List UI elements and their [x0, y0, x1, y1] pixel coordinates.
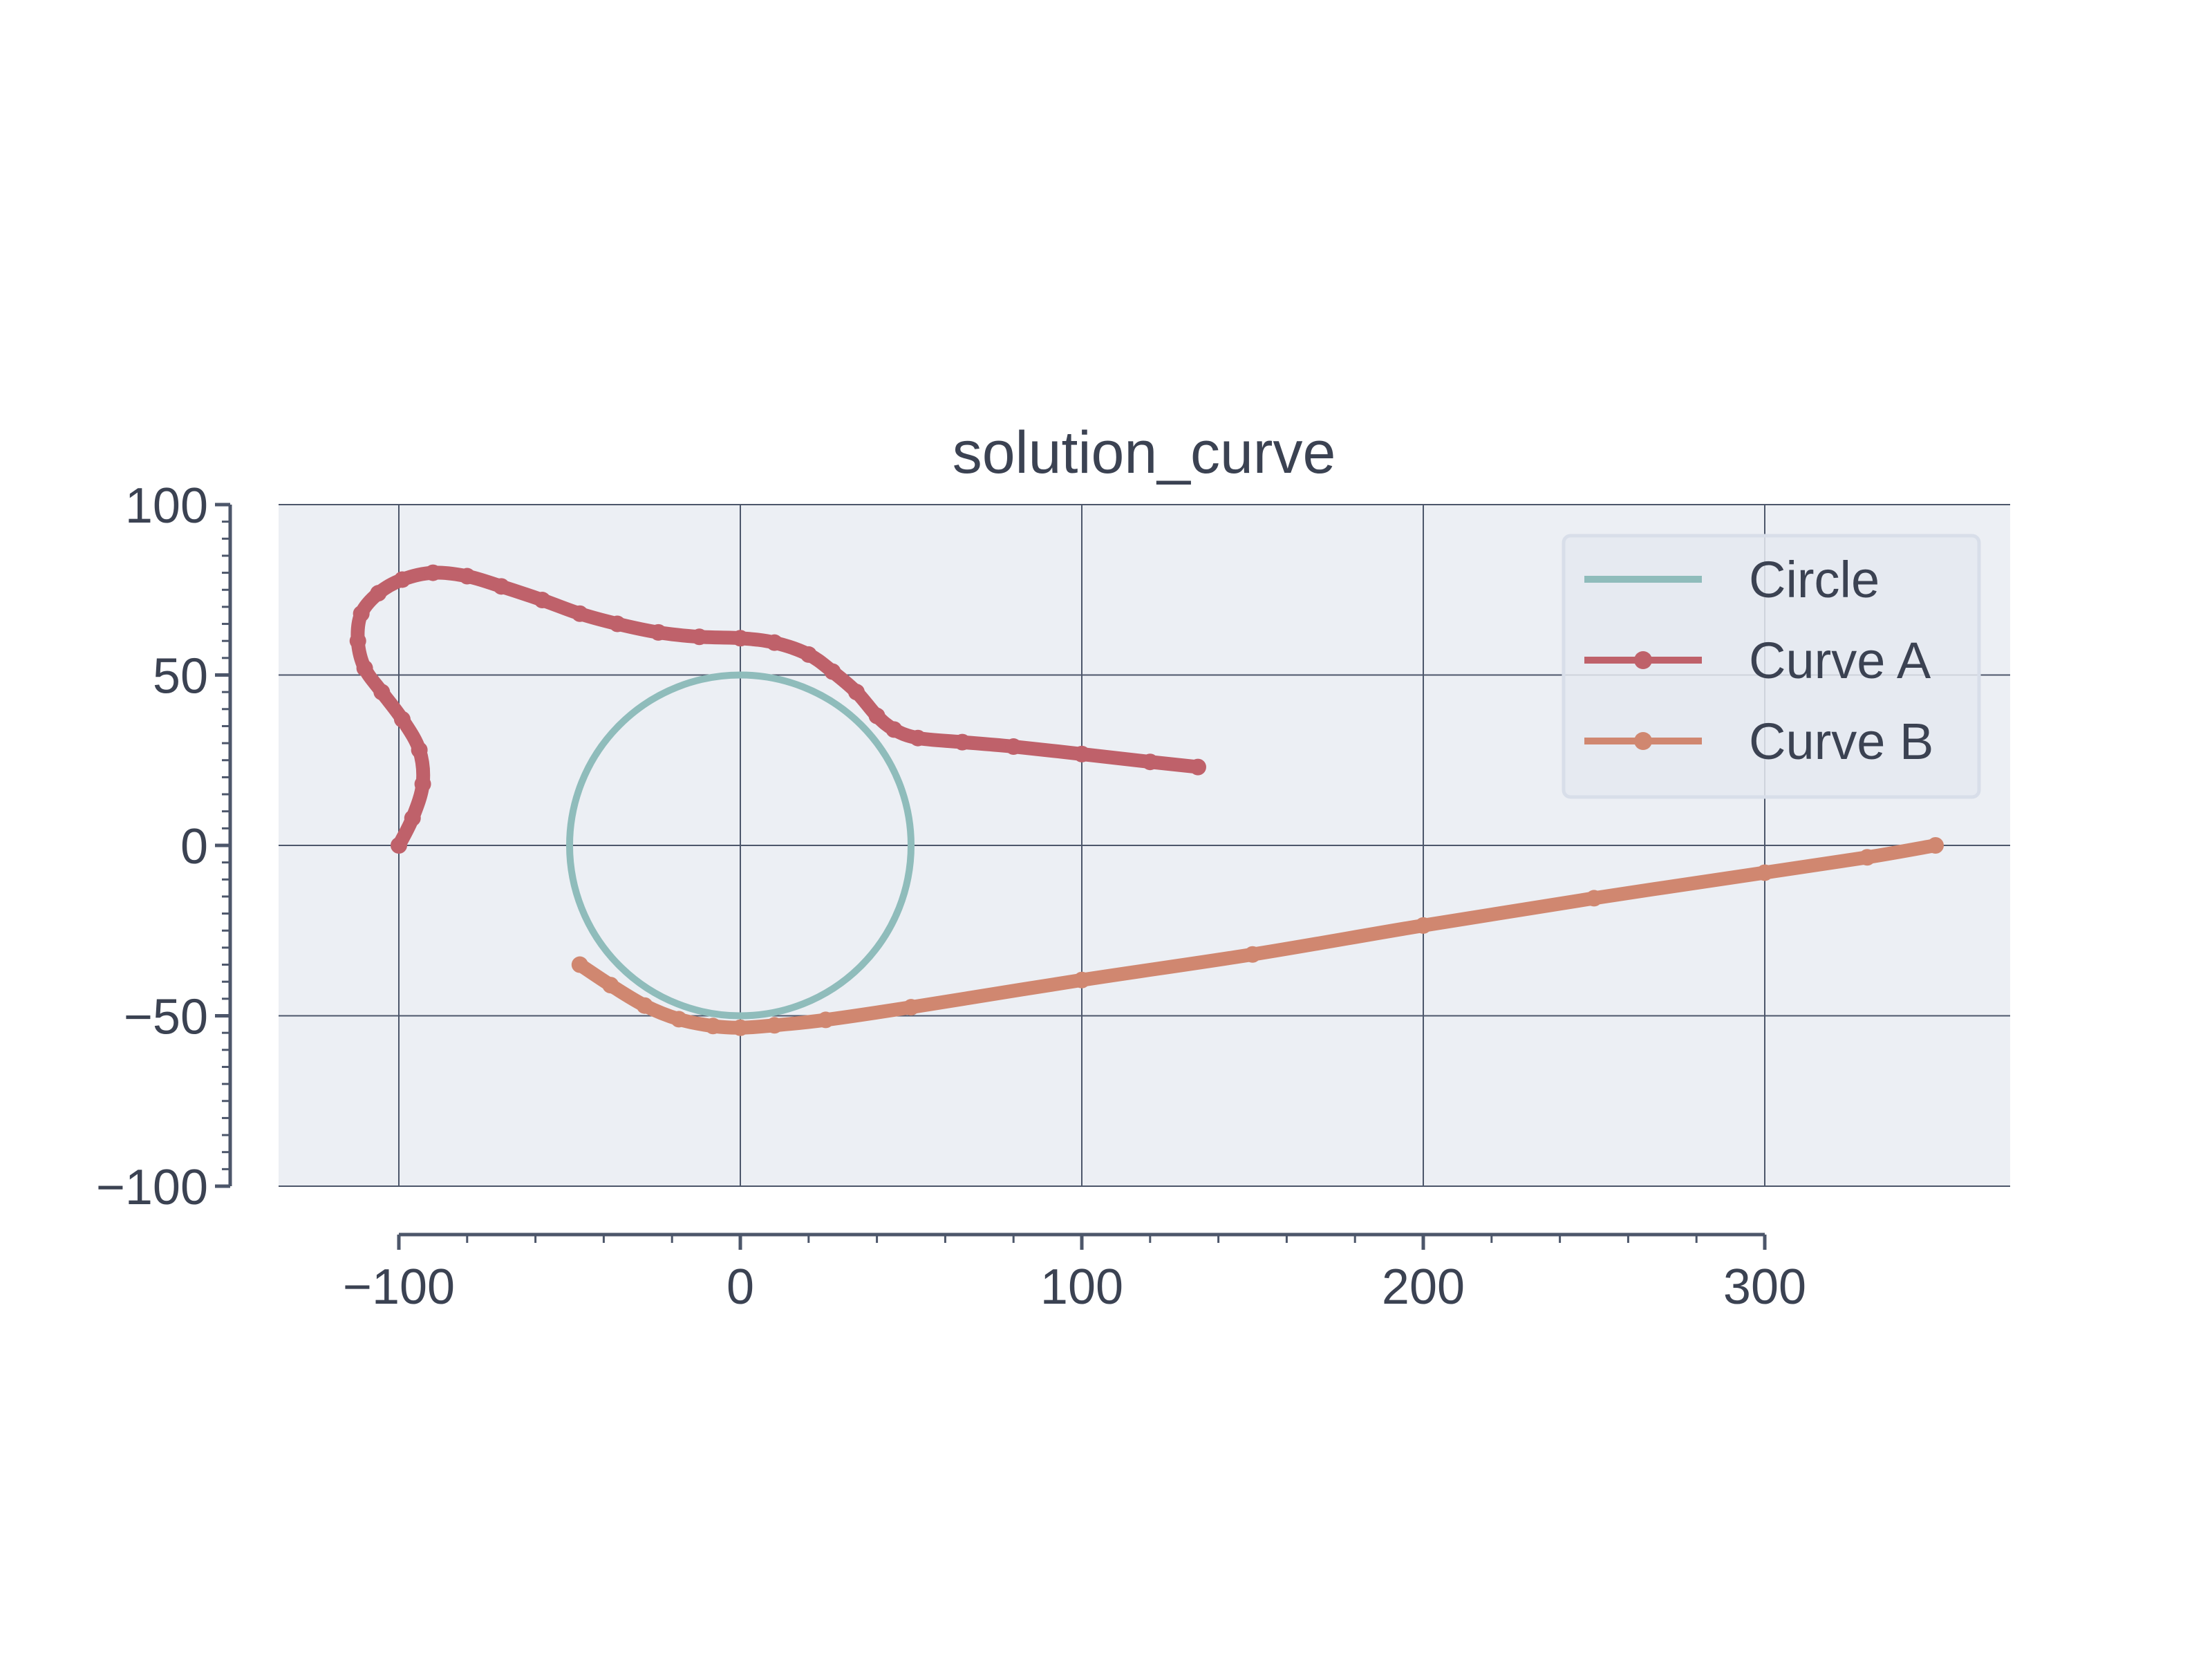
- y-tick-label: 0: [180, 819, 208, 874]
- legend-label-curve-b: Curve B: [1749, 713, 1933, 770]
- x-tick-label: 0: [727, 1259, 754, 1315]
- series-curve-b-point: [817, 1011, 834, 1029]
- y-axis: −100 −50 0 50 100: [96, 478, 232, 1215]
- series-curve-b-point: [1859, 849, 1876, 866]
- y-tick-label: 100: [125, 478, 208, 534]
- series-curve-a-point: [493, 578, 510, 595]
- series-curve-a-point: [411, 741, 428, 758]
- series-curve-b-point: [766, 1017, 783, 1034]
- series-curve-a-point: [391, 837, 407, 854]
- series-curve-a-point: [609, 615, 626, 632]
- y-tick-label: 50: [153, 649, 208, 704]
- series-curve-a-point: [353, 605, 370, 622]
- series-curve-b-point: [671, 1011, 688, 1028]
- series-layer: [349, 564, 1944, 1036]
- series-curve-a-point: [691, 628, 708, 646]
- series-curve-a-point: [650, 624, 667, 641]
- legend-label-curve-a: Curve A: [1749, 632, 1931, 689]
- series-curve-a-point: [356, 659, 373, 677]
- x-tick-label: 200: [1382, 1259, 1465, 1315]
- series-circle: [566, 671, 915, 1020]
- series-curve-a-point: [909, 729, 926, 747]
- series-curve-a-point: [349, 632, 366, 650]
- series-curve-a-point: [954, 733, 971, 751]
- series-curve-b-point: [903, 999, 919, 1016]
- series-curve-a-point: [458, 568, 476, 585]
- series-curve-b-point: [1586, 890, 1602, 907]
- series-curve-b-point: [1074, 971, 1090, 988]
- series-curve-b-point: [732, 1019, 749, 1036]
- series-curve-a-point: [868, 707, 885, 724]
- series-curve-a-point: [370, 585, 387, 602]
- series-curve-a-point: [424, 564, 442, 581]
- series-curve-b-point: [1415, 917, 1432, 934]
- series-curve-a-point: [571, 605, 588, 622]
- legend: Circle Curve A Curve B: [1562, 534, 1981, 799]
- y-tick-label: −50: [124, 990, 208, 1045]
- x-tick-label: −100: [343, 1259, 455, 1315]
- series-curve-a-point: [393, 711, 411, 728]
- series-curve-a-point: [373, 684, 391, 701]
- legend-label-circle: Circle: [1749, 551, 1880, 608]
- series-curve-a-point: [1141, 753, 1159, 771]
- legend-box: [1562, 534, 1981, 799]
- series-curve-a-point: [800, 646, 817, 663]
- series-curve-b-point: [602, 977, 619, 994]
- series-curve-a-point: [393, 571, 411, 588]
- series-curve-a-point: [766, 634, 783, 651]
- series-curve-a-point: [847, 684, 865, 701]
- series-curve-a-point: [824, 663, 841, 680]
- series-curve-a-point: [404, 809, 421, 827]
- series-curve-a-point: [1074, 745, 1090, 762]
- series-curve-b-point: [1756, 864, 1773, 881]
- x-tick-label: 300: [1723, 1259, 1806, 1315]
- y-tick-label: −100: [96, 1160, 208, 1215]
- legend-marker-curve-b: [1634, 732, 1652, 750]
- series-curve-a-point: [1005, 738, 1022, 756]
- legend-marker-curve-a: [1634, 651, 1652, 669]
- x-tick-label: 100: [1040, 1259, 1123, 1315]
- series-curve-b-point: [571, 956, 588, 973]
- series-curve-a-point: [414, 776, 431, 793]
- series-curve-a-point: [885, 721, 903, 738]
- series-curve-b-point: [704, 1018, 722, 1035]
- series-curve-b-point: [1244, 946, 1261, 963]
- series-curve-a-point: [534, 592, 551, 609]
- series-curve-a-point: [1189, 758, 1206, 776]
- series-curve-a-point: [732, 630, 749, 647]
- chart-title: solution_curve: [953, 420, 1336, 486]
- series-curve-b-point: [636, 997, 653, 1014]
- series-curve-b-point: [1927, 837, 1944, 854]
- x-axis: −100 0 100 200 300: [343, 1232, 1806, 1315]
